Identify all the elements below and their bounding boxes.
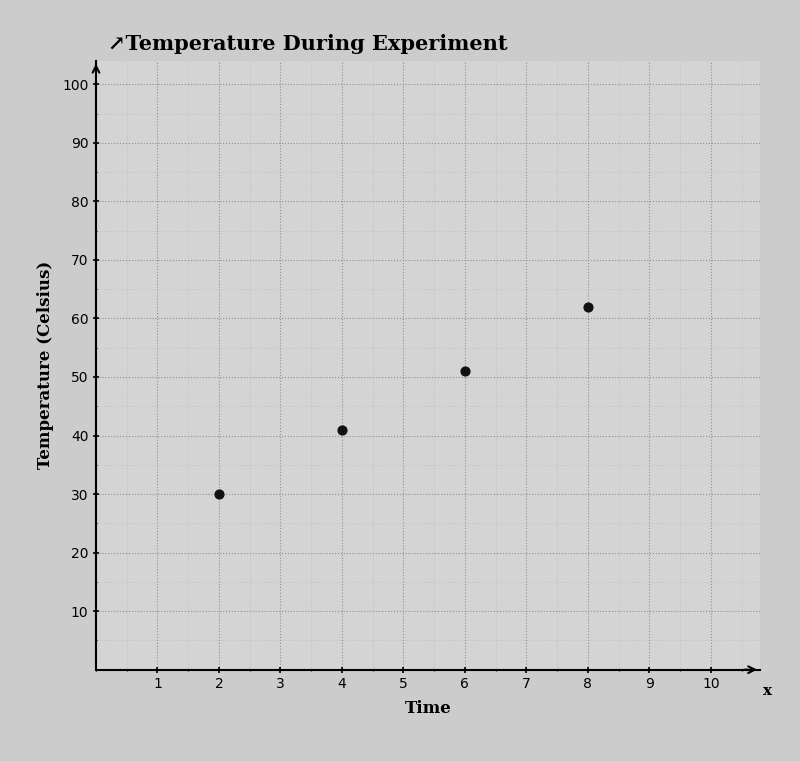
Text: x: x xyxy=(763,684,772,699)
Point xyxy=(213,488,226,500)
Point xyxy=(458,365,471,377)
Y-axis label: Temperature (Celsius): Temperature (Celsius) xyxy=(37,261,54,470)
X-axis label: Time: Time xyxy=(405,699,451,717)
Point xyxy=(582,301,594,313)
Text: ↗Temperature During Experiment: ↗Temperature During Experiment xyxy=(108,33,508,54)
Point xyxy=(335,424,348,436)
